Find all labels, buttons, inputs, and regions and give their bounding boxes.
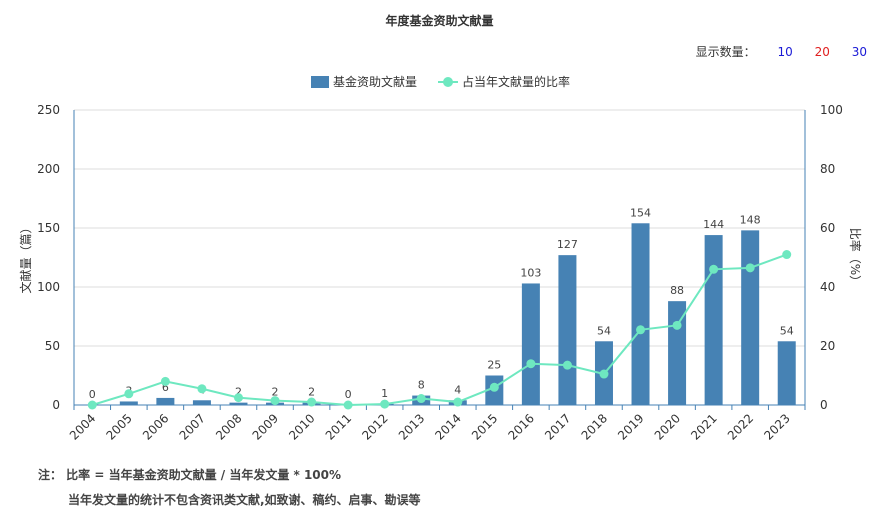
legend-bar-label: 基金资助文献量 — [333, 74, 417, 89]
ratio-point — [782, 250, 792, 260]
x-tick-label: 2012 — [359, 411, 390, 442]
ratio-point — [307, 397, 317, 407]
x-tick-label: 2016 — [505, 411, 536, 442]
bar — [631, 223, 650, 405]
ratio-point — [416, 394, 426, 404]
x-tick-label: 2022 — [725, 411, 756, 442]
bar — [558, 255, 577, 405]
ratio-point — [380, 399, 390, 409]
x-tick-label: 2009 — [250, 411, 281, 442]
bar — [741, 230, 760, 405]
x-tick-label: 2013 — [396, 411, 427, 442]
ratio-point — [124, 389, 134, 399]
bar-value-label: 4 — [454, 383, 461, 396]
bar-value-label: 25 — [487, 359, 501, 372]
note-formula: 注： 比率 = 当年基金资助文献量 / 当年发文量 * 100% — [38, 468, 342, 482]
x-tick-label: 2015 — [469, 411, 500, 442]
bar-value-label: 103 — [520, 266, 541, 279]
x-tick-label: 2010 — [286, 411, 317, 442]
bar-value-label: 2 — [235, 386, 242, 399]
display-count-label: 显示数量： — [695, 45, 756, 59]
x-tick-label: 2021 — [688, 411, 719, 442]
bar — [192, 400, 211, 405]
bar-value-label: 54 — [597, 324, 611, 337]
display-count-option-10[interactable]: 10 — [777, 45, 793, 59]
y-right-tick-label: 80 — [820, 162, 835, 176]
ratio-point — [197, 384, 207, 394]
y-left-tick-label: 100 — [37, 280, 60, 294]
ratio-point — [270, 396, 280, 406]
bar-value-label: 2 — [308, 386, 315, 399]
x-tick-label: 2019 — [615, 411, 646, 442]
bar-value-label: 54 — [780, 324, 794, 337]
ratio-point — [160, 376, 170, 386]
y-left-tick-label: 250 — [37, 103, 60, 117]
y-right-tick-label: 20 — [820, 339, 835, 353]
ratio-point — [745, 263, 755, 273]
y-right-tick-label: 0 — [820, 398, 828, 412]
bar — [668, 301, 687, 405]
ratio-point — [599, 369, 609, 379]
bar — [521, 283, 540, 405]
x-tick-label: 2023 — [761, 411, 792, 442]
ratio-point — [562, 360, 572, 370]
bar-value-label: 88 — [670, 284, 684, 297]
ratio-point — [343, 400, 353, 410]
y-right-axis-title: 比率（%） — [848, 228, 863, 287]
x-tick-label: 2005 — [103, 411, 134, 442]
bar-value-label: 148 — [740, 213, 761, 226]
y-right-tick-label: 100 — [820, 103, 843, 117]
x-tick-label: 2011 — [323, 411, 354, 442]
x-tick-label: 2018 — [579, 411, 610, 442]
ratio-point — [709, 264, 719, 274]
bar-value-label: 1 — [381, 387, 388, 400]
bar — [229, 402, 248, 405]
legend-line-marker — [443, 77, 453, 87]
ratio-point — [672, 320, 682, 330]
bar-value-label: 8 — [418, 379, 425, 392]
ratio-point — [87, 400, 97, 410]
x-tick-label: 2008 — [213, 411, 244, 442]
ratio-point — [526, 359, 536, 369]
y-left-tick-label: 0 — [52, 398, 60, 412]
x-tick-label: 2020 — [652, 411, 683, 442]
bar — [777, 341, 796, 405]
bar-value-label: 127 — [557, 238, 578, 251]
ratio-point — [233, 393, 243, 403]
display-count-selector: 显示数量： 10 20 30 — [696, 43, 867, 60]
bar-value-label: 0 — [89, 388, 96, 401]
x-tick-label: 2017 — [542, 411, 573, 442]
x-tick-label: 2014 — [432, 411, 463, 442]
bar — [119, 401, 138, 405]
chart-title: 年度基金资助文献量 — [385, 14, 494, 28]
bar — [704, 235, 723, 405]
combo-chart: 基金资助文献量 占当年文献量的比率050100150200250020406080… — [18, 74, 863, 443]
display-count-option-30[interactable]: 30 — [851, 45, 867, 59]
y-right-tick-label: 60 — [820, 221, 835, 235]
bar-value-label: 144 — [703, 218, 724, 231]
bar-value-label: 154 — [630, 206, 651, 219]
bar-value-label: 2 — [272, 386, 279, 399]
note-scope: 当年发文量的统计不包含资讯类文献,如致谢、稿约、启事、勘误等 — [68, 493, 421, 507]
ratio-point — [453, 397, 463, 407]
legend-bar-swatch — [311, 76, 329, 88]
y-left-tick-label: 150 — [37, 221, 60, 235]
bar — [156, 397, 175, 405]
ratio-point — [636, 325, 646, 335]
ratio-line — [91, 253, 788, 407]
display-count-option-20[interactable]: 20 — [814, 45, 830, 59]
y-left-tick-label: 50 — [45, 339, 60, 353]
y-right-tick-label: 40 — [820, 280, 835, 294]
y-left-axis-title: 文献量（篇） — [18, 221, 33, 293]
y-left-tick-label: 200 — [37, 162, 60, 176]
x-tick-label: 2007 — [177, 411, 208, 442]
bar-value-label: 0 — [345, 388, 352, 401]
ratio-point — [489, 382, 499, 392]
x-tick-label: 2004 — [67, 411, 98, 442]
legend-line-label: 占当年文献量的比率 — [462, 74, 570, 89]
x-tick-label: 2006 — [140, 411, 171, 442]
bar-value-label: 6 — [162, 381, 169, 394]
